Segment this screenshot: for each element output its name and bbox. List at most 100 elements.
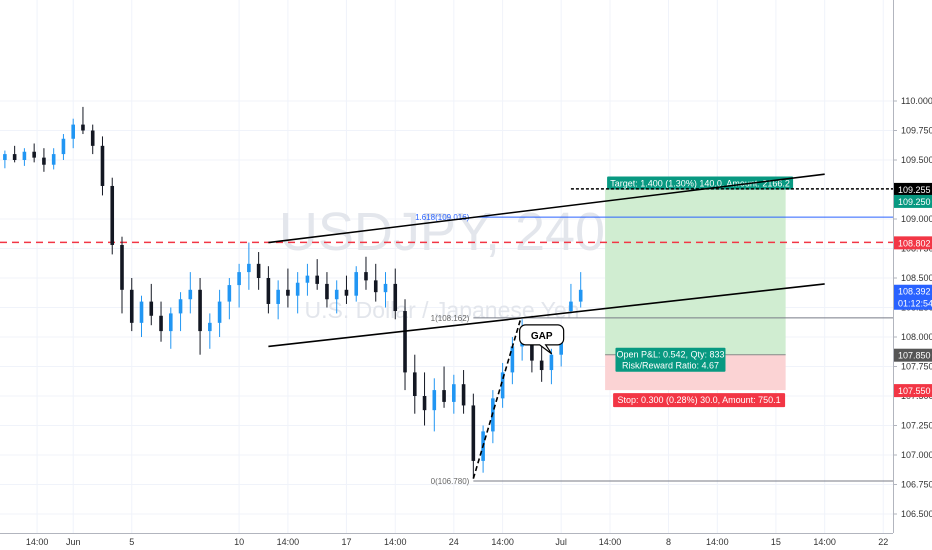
candle-body bbox=[530, 339, 534, 361]
price-tag-box bbox=[894, 284, 932, 298]
candle-body bbox=[412, 372, 417, 396]
price-tag: 01:12:54 bbox=[898, 299, 932, 309]
time-tick-label: 14:00 bbox=[599, 537, 622, 547]
candle-body bbox=[315, 275, 319, 284]
callout-bubble bbox=[519, 324, 565, 355]
target-label: Target: 1.400 (1.30%) 140.0, Amount: 216… bbox=[610, 179, 790, 189]
fib-anchor-line bbox=[472, 320, 521, 479]
price-tag: 109.255 bbox=[898, 185, 931, 195]
price-tick-label: 106.750 bbox=[901, 480, 932, 490]
time-tick-label: 8 bbox=[666, 537, 671, 547]
pnl-label: Open P&L: 0.542, Qty: 833 bbox=[616, 350, 724, 360]
time-axis[interactable]: 14:00 Jun 5 10 14:00 17 14:00 24 14:00 Jul 14:00 8 1… bbox=[0, 533, 932, 550]
price-tag-box bbox=[894, 384, 932, 398]
trend-line bbox=[268, 173, 825, 244]
candle-body bbox=[90, 130, 95, 146]
candle-body bbox=[51, 154, 56, 165]
candle-body bbox=[559, 337, 563, 355]
candle-body bbox=[383, 283, 388, 293]
candle-body bbox=[208, 322, 212, 332]
time-axis-bg bbox=[0, 533, 932, 550]
candle-body bbox=[42, 157, 46, 165]
candle-body bbox=[188, 289, 193, 300]
price-tick-label: 109.500 bbox=[901, 155, 932, 165]
price-tag: 108.392 bbox=[898, 287, 931, 297]
time-tick-label: 15 bbox=[771, 537, 781, 547]
candle-body bbox=[178, 299, 183, 314]
price-tag: 107.550 bbox=[898, 386, 931, 396]
candle-body bbox=[295, 282, 300, 296]
time-tick-label: 14:00 bbox=[706, 537, 729, 547]
horizontal-levels[interactable]: 1.618(109.016) 1(108.162) 0(106.780) bbox=[0, 188, 893, 486]
candle-body bbox=[168, 313, 173, 332]
candle-body bbox=[422, 396, 427, 411]
price-tag: 107.850 bbox=[898, 351, 931, 361]
candle-body bbox=[266, 278, 271, 304]
price-tick-label: 109.000 bbox=[901, 214, 932, 224]
time-tick-label: Jul bbox=[555, 537, 567, 547]
candle-body bbox=[510, 346, 515, 373]
candle-body bbox=[569, 301, 573, 312]
candle-body bbox=[100, 145, 105, 186]
time-tick-label: 14:00 bbox=[384, 537, 407, 547]
time-tick-label: 24 bbox=[449, 537, 459, 547]
watermark-symbol: USDJPY, 240 bbox=[279, 202, 605, 262]
price-tick-label: 109.750 bbox=[901, 126, 932, 136]
price-tag-box bbox=[894, 182, 932, 196]
pnl-label-box bbox=[615, 347, 726, 372]
price-tick-label: 106.500 bbox=[901, 509, 932, 519]
price-axis[interactable]: 110.000109.750109.500109.000108.750108.5… bbox=[893, 0, 932, 550]
price-axis-bg bbox=[893, 0, 932, 550]
candle-body bbox=[403, 311, 407, 373]
candle-body bbox=[325, 283, 329, 300]
gap-callout[interactable]: GAP bbox=[519, 324, 565, 355]
time-tick-label: 22 bbox=[878, 537, 888, 547]
candle-body bbox=[305, 275, 310, 283]
candle-body bbox=[159, 315, 163, 332]
candle-body bbox=[364, 272, 368, 281]
candle-body bbox=[344, 289, 349, 296]
candlestick-series bbox=[3, 106, 583, 479]
time-tick-label: 14:00 bbox=[277, 537, 300, 547]
candle-body bbox=[247, 263, 251, 273]
candle-body bbox=[81, 124, 85, 131]
candle-body bbox=[22, 151, 27, 160]
position-tool[interactable]: Target: 1.400 (1.30%) 140.0, Amount: 216… bbox=[605, 176, 794, 408]
price-axis-labels: 109.255 109.250 108.802 108.392 01:12:54 107.… bbox=[894, 182, 932, 398]
price-tick-label: 108.000 bbox=[901, 332, 932, 342]
candle-body bbox=[3, 154, 7, 160]
watermark-description: U.S. Dollar / Japanese Yen bbox=[305, 297, 580, 323]
candle-body bbox=[334, 289, 339, 300]
price-tick-label: 107.000 bbox=[901, 450, 932, 460]
candle-body bbox=[237, 272, 241, 286]
candle-body bbox=[149, 301, 154, 316]
candle-body bbox=[549, 354, 554, 371]
candle-body bbox=[354, 272, 359, 296]
trend-line bbox=[268, 283, 825, 348]
trend-lines[interactable] bbox=[268, 173, 825, 479]
candle-body bbox=[432, 390, 437, 411]
time-tick-label: 10 bbox=[234, 537, 244, 547]
price-tick-label: 107.250 bbox=[901, 421, 932, 431]
candle-body bbox=[71, 124, 75, 139]
candle-body bbox=[61, 138, 66, 155]
price-tag-box bbox=[894, 348, 932, 362]
watermark: USDJPY, 240 U.S. Dollar / Japanese Yen bbox=[279, 202, 605, 323]
level-label: 1(108.162) bbox=[431, 314, 470, 323]
candle-body bbox=[256, 263, 261, 278]
stop-label: Stop: 0.300 (0.28%) 30.0, Amount: 750.1 bbox=[618, 395, 781, 405]
callout-text: GAP bbox=[531, 331, 553, 342]
candle-body bbox=[442, 390, 446, 402]
candle-body bbox=[286, 289, 290, 296]
price-tick-label: 108.500 bbox=[901, 273, 932, 283]
candle-body bbox=[217, 301, 222, 323]
price-tag: 108.802 bbox=[898, 238, 931, 248]
candle-body bbox=[471, 405, 476, 461]
price-tick-label: 107.750 bbox=[901, 362, 932, 372]
candle-body bbox=[452, 384, 456, 402]
level-label: 1.618(109.016) bbox=[415, 213, 470, 222]
candle-body bbox=[110, 185, 115, 245]
price-tag-box bbox=[894, 296, 932, 310]
